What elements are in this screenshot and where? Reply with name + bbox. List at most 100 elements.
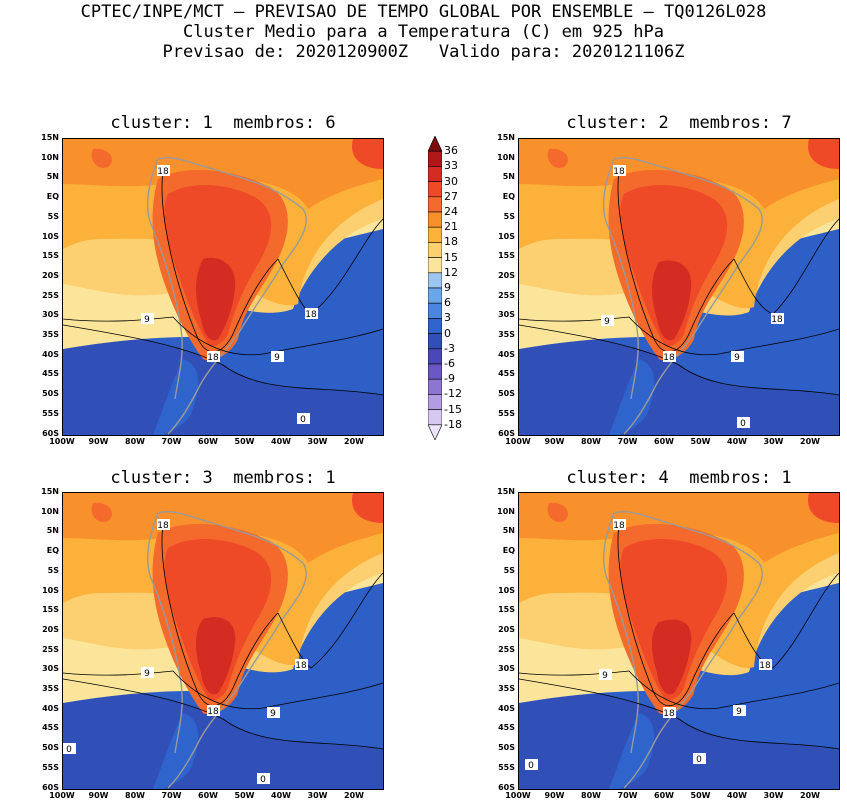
map-panel-2: 18 18 9 18 9 0 [518, 138, 840, 436]
lat-tick-label: 45S [498, 369, 515, 379]
contour-label: 18 [207, 705, 220, 717]
colorbar-label: 27 [444, 189, 458, 203]
colorbar-label: -9 [444, 372, 455, 386]
lat-tick-label: 35S [42, 684, 59, 693]
lon-tick-label: 50W [234, 791, 255, 800]
colorbar-segment [428, 333, 442, 350]
contour-label: 18 [207, 351, 220, 363]
lat-tick-label: 60S [498, 428, 515, 438]
colorbar-label: -3 [444, 341, 455, 355]
svg-text:18: 18 [207, 353, 219, 363]
lat-tick-label: 30S [498, 310, 515, 320]
lat-tick-label: 55S [498, 762, 515, 772]
svg-text:9: 9 [604, 317, 610, 327]
lat-tick-label: 10N [41, 152, 59, 162]
lat-tick-label: 10S [42, 585, 59, 595]
contour-label: 9 [271, 351, 284, 363]
colorbar-label: 24 [444, 205, 458, 218]
svg-text:9: 9 [144, 315, 150, 325]
lat-tick-label: 60S [498, 782, 515, 792]
lon-tick-label: 20W [344, 437, 364, 446]
lat-tick-label: 60S [42, 782, 59, 792]
colorbar-segment [428, 181, 442, 198]
lat-tick-label: 20S [42, 270, 59, 280]
colorbar-segment [428, 287, 442, 304]
contour-label: 0 [693, 753, 706, 765]
lat-tick-label: 50S [498, 743, 515, 753]
lon-tick-label: 80W [581, 791, 601, 800]
lat-tick-label: 60S [42, 428, 59, 438]
lat-tick-label: 50S [498, 389, 515, 399]
lat-tick-label: 15N [497, 487, 515, 496]
lat-tick-label: 5S [47, 565, 59, 575]
map-panel-4: 18 18 9 18 9 0 0 [518, 492, 840, 790]
lat-tick-label: 40S [498, 703, 515, 713]
lon-tick-label: 50W [690, 437, 711, 446]
svg-text:9: 9 [270, 709, 276, 719]
colorbar-label: 9 [444, 281, 451, 294]
lat-tick-label: 55S [42, 762, 59, 772]
subtitle-dates: Previsao de: 2020120900Z Valido para: 20… [162, 42, 685, 62]
lon-tick-label: 100W [505, 791, 531, 800]
colorbar [428, 136, 442, 440]
colorbar-segment [428, 272, 442, 289]
colorbar-label: 21 [444, 220, 458, 234]
lon-tick-label: 30W [763, 437, 784, 446]
lon-tick-label: 90W [544, 791, 565, 800]
map-panel-1: 18 18 9 18 9 0 [62, 138, 384, 436]
contour-label: 9 [733, 705, 746, 717]
contour-label: 18 [663, 707, 676, 719]
colorbar-label: -15 [444, 402, 462, 416]
panel-1-title: cluster: 1 membros: 6 [110, 113, 336, 133]
lon-tick-label: 20W [800, 437, 820, 446]
svg-text:18: 18 [157, 521, 169, 531]
lat-tick-label: 30S [498, 664, 515, 674]
lon-tick-label: 40W [271, 791, 291, 800]
colorbar-label: 6 [444, 296, 451, 310]
lat-tick-label: 10N [497, 506, 515, 516]
svg-text:0: 0 [528, 761, 534, 771]
lon-tick-label: 60W [198, 437, 218, 446]
colorbar-segment [428, 378, 442, 395]
lon-tick-label: 30W [307, 437, 328, 446]
colorbar-segment [428, 394, 442, 410]
lon-tick-label: 60W [654, 791, 674, 800]
colorbar-segment [428, 150, 442, 167]
colorbar-segment [428, 136, 442, 152]
lat-tick-label: 55S [42, 408, 59, 418]
contour-label: 0 [297, 413, 310, 425]
lat-tick-label: 15S [498, 251, 515, 261]
svg-text:18: 18 [613, 167, 625, 177]
lon-tick-label: 70W [617, 791, 638, 800]
lat-tick-label: 25S [498, 290, 515, 300]
lat-tick-label: 30S [42, 310, 59, 320]
colorbar-segment [428, 196, 442, 213]
svg-text:9: 9 [734, 353, 740, 363]
lon-tick-label: 30W [763, 791, 784, 800]
lat-tick-label: 30S [42, 664, 59, 674]
lon-tick-label: 100W [505, 437, 531, 446]
svg-text:0: 0 [300, 415, 306, 425]
svg-text:0: 0 [66, 745, 72, 755]
svg-text:18: 18 [771, 315, 783, 325]
svg-text:9: 9 [602, 671, 608, 681]
colorbar-segment [428, 424, 442, 440]
lat-tick-label: 35S [498, 330, 515, 339]
contour-label: 0 [737, 417, 750, 429]
lon-tick-label: 80W [581, 437, 601, 446]
lat-tick-label: 40S [42, 703, 59, 713]
lon-tick-label: 90W [88, 791, 109, 800]
svg-text:9: 9 [144, 669, 150, 679]
colorbar-label: 15 [444, 250, 458, 264]
svg-text:18: 18 [613, 521, 625, 531]
colorbar-label: 3 [444, 311, 451, 325]
lat-tick-label: EQ [502, 546, 515, 556]
lat-tick-label: EQ [502, 192, 515, 202]
lon-tick-label: 100W [49, 437, 75, 446]
lat-tick-label: 25S [42, 644, 59, 654]
colorbar-segment [428, 211, 442, 228]
svg-text:18: 18 [759, 661, 771, 671]
lon-tick-label: 80W [125, 437, 145, 446]
contour-label: 9 [599, 669, 612, 681]
lat-tick-label: 15S [42, 251, 59, 261]
